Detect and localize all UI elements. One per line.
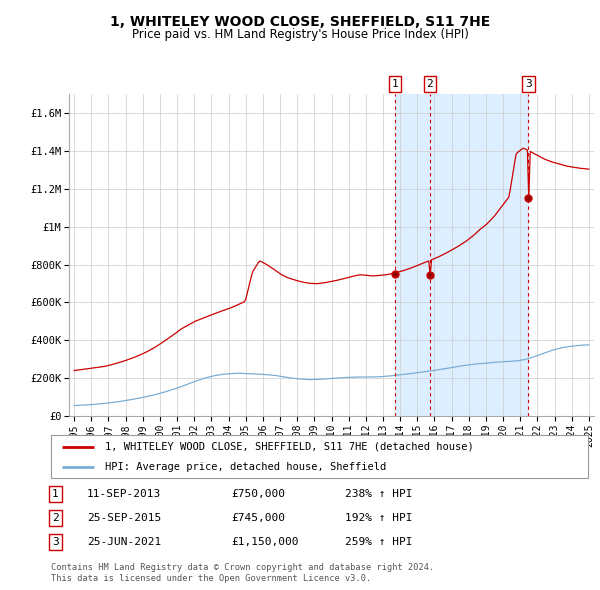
Text: 1, WHITELEY WOOD CLOSE, SHEFFIELD, S11 7HE: 1, WHITELEY WOOD CLOSE, SHEFFIELD, S11 7… — [110, 15, 490, 29]
Text: 1: 1 — [52, 489, 59, 499]
Text: 1, WHITELEY WOOD CLOSE, SHEFFIELD, S11 7HE (detached house): 1, WHITELEY WOOD CLOSE, SHEFFIELD, S11 7… — [105, 442, 473, 452]
Text: 3: 3 — [525, 79, 532, 89]
Text: Price paid vs. HM Land Registry's House Price Index (HPI): Price paid vs. HM Land Registry's House … — [131, 28, 469, 41]
Text: 192% ↑ HPI: 192% ↑ HPI — [345, 513, 413, 523]
Bar — [395, 94, 529, 416]
Text: Contains HM Land Registry data © Crown copyright and database right 2024.: Contains HM Land Registry data © Crown c… — [51, 563, 434, 572]
Text: 238% ↑ HPI: 238% ↑ HPI — [345, 489, 413, 499]
Text: 11-SEP-2013: 11-SEP-2013 — [87, 489, 161, 499]
Text: 1: 1 — [391, 79, 398, 89]
Text: 3: 3 — [52, 537, 59, 547]
Text: HPI: Average price, detached house, Sheffield: HPI: Average price, detached house, Shef… — [105, 462, 386, 472]
Text: 259% ↑ HPI: 259% ↑ HPI — [345, 537, 413, 547]
Text: £750,000: £750,000 — [231, 489, 285, 499]
Text: £745,000: £745,000 — [231, 513, 285, 523]
Text: 2: 2 — [52, 513, 59, 523]
Text: This data is licensed under the Open Government Licence v3.0.: This data is licensed under the Open Gov… — [51, 574, 371, 583]
Text: 2: 2 — [427, 79, 433, 89]
Text: 25-SEP-2015: 25-SEP-2015 — [87, 513, 161, 523]
Text: £1,150,000: £1,150,000 — [231, 537, 299, 547]
Text: 25-JUN-2021: 25-JUN-2021 — [87, 537, 161, 547]
